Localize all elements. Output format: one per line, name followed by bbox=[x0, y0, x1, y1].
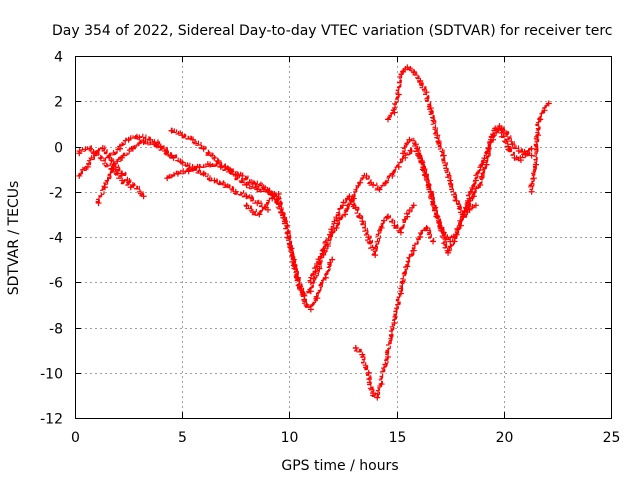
x-tick-label: 10 bbox=[281, 430, 299, 446]
series-trace bbox=[106, 133, 266, 209]
x-tick-label: 5 bbox=[178, 430, 187, 446]
data-point bbox=[359, 218, 366, 225]
y-tick-label: -4 bbox=[49, 231, 63, 247]
y-axis-label: SDTVAR / TECUs bbox=[6, 181, 22, 296]
y-tick-label: -2 bbox=[49, 186, 63, 202]
x-tick-label: 25 bbox=[603, 430, 621, 446]
series-trace bbox=[166, 147, 412, 297]
series-trace bbox=[307, 195, 415, 282]
x-tick-label: 20 bbox=[496, 430, 514, 446]
data-point bbox=[472, 202, 479, 209]
series-track-8 bbox=[307, 193, 417, 286]
series-track-13 bbox=[528, 100, 552, 195]
y-axis-ticks: 4 2 0 -2 -4 -6 -8 -10 -12 bbox=[40, 50, 611, 428]
y-tick-label: -12 bbox=[40, 412, 63, 428]
x-axis-label: GPS time / hours bbox=[281, 458, 398, 474]
data-point bbox=[179, 159, 186, 166]
series-trace bbox=[386, 66, 476, 216]
x-tick-label: 15 bbox=[389, 430, 407, 446]
x-axis-ticks: 0 5 10 15 20 25 bbox=[71, 56, 620, 446]
data-point bbox=[528, 152, 535, 159]
data-point bbox=[430, 238, 437, 245]
y-tick-label: -6 bbox=[49, 276, 63, 292]
y-tick-label: 2 bbox=[54, 95, 63, 111]
y-tick-label: 4 bbox=[54, 50, 63, 66]
data-point bbox=[412, 141, 419, 148]
y-tick-label: 0 bbox=[54, 141, 63, 157]
series-track-7 bbox=[243, 191, 282, 218]
series-trace bbox=[415, 127, 532, 241]
series-trace bbox=[352, 225, 435, 398]
series-track-12 bbox=[415, 125, 535, 245]
data-points bbox=[76, 64, 552, 401]
series-track-9 bbox=[352, 224, 437, 401]
grid bbox=[75, 56, 611, 418]
data-point bbox=[140, 193, 147, 200]
chart-title: Day 354 of 2022, Sidereal Day-to-day VTE… bbox=[52, 23, 612, 39]
series-track-4 bbox=[106, 133, 271, 213]
series-trace bbox=[528, 100, 550, 191]
series-trace bbox=[244, 192, 280, 216]
y-tick-label: -8 bbox=[49, 322, 63, 338]
data-point bbox=[385, 116, 392, 123]
data-point bbox=[97, 154, 104, 161]
y-tick-label: -10 bbox=[40, 367, 63, 383]
data-point bbox=[211, 154, 218, 161]
x-tick-label: 0 bbox=[71, 430, 80, 446]
data-point bbox=[127, 184, 134, 191]
